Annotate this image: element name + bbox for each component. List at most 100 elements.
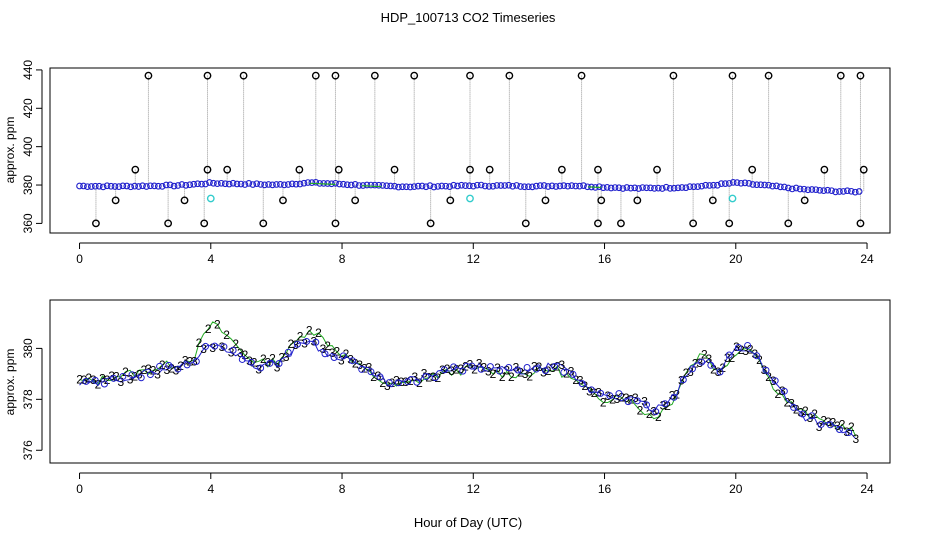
x-axis-label: Hour of Day (UTC): [414, 515, 522, 530]
series-3-point: [514, 366, 522, 374]
mean-point: [406, 183, 414, 191]
mean-point: [225, 180, 233, 188]
mean-point: [808, 186, 816, 193]
series-3-marker: 3: [127, 373, 134, 387]
series-2-marker: 2: [85, 371, 92, 385]
top-x-tick-label: 24: [860, 252, 874, 266]
series-2-marker: 2: [168, 361, 175, 375]
series-2-marker: 2: [260, 352, 267, 366]
mean-point: [87, 183, 95, 190]
mean-point: [80, 182, 87, 190]
mean-point: [765, 181, 772, 189]
series-3-point: [569, 370, 577, 378]
mean-point: [532, 182, 540, 190]
mean-point: [737, 179, 745, 187]
series-3-point: [587, 386, 595, 394]
series-2-marker: 2: [618, 391, 625, 405]
green-trace: [588, 186, 602, 189]
series-3-marker: 3: [366, 361, 373, 375]
series-3-point: [624, 398, 632, 406]
outlier-point: [164, 219, 173, 228]
mean-point: [190, 180, 198, 188]
outlier-point: [594, 165, 602, 174]
outlier-point: [351, 196, 360, 205]
mean-point: [796, 185, 804, 193]
bottom-y-axis-label: approx. ppm: [3, 349, 17, 416]
series-3-point: [551, 363, 559, 371]
series-3-point: [780, 387, 788, 395]
series-3-point: [845, 429, 853, 437]
mean-point: [339, 180, 347, 188]
series-3-point: [257, 364, 265, 372]
series-3-point: [734, 344, 742, 352]
series-2-marker: 2: [453, 363, 460, 377]
mean-point: [147, 182, 154, 190]
series-3-marker: 3: [173, 363, 180, 377]
mean-point: [714, 181, 721, 189]
outlier-point: [370, 71, 379, 80]
series-2-marker: 2: [196, 336, 203, 350]
series-3-point: [459, 367, 467, 375]
mean-point: [446, 183, 454, 191]
series-3-point: [496, 367, 504, 375]
mean-point: [245, 180, 253, 187]
mean-point: [509, 182, 517, 190]
mean-point: [107, 182, 115, 190]
mean-point: [438, 182, 446, 190]
series-3-point: [385, 379, 393, 387]
mean-point: [426, 182, 434, 189]
mean-point: [489, 182, 497, 190]
outlier-point: [784, 219, 793, 228]
series-3-marker: 3: [375, 369, 382, 383]
series-3-point: [716, 368, 724, 376]
outlier-point: [708, 196, 717, 205]
mean-point: [847, 187, 855, 195]
series-3-point: [349, 357, 357, 365]
series-3-point: [330, 354, 338, 362]
series-3-marker: 3: [623, 391, 630, 405]
mean-point: [383, 182, 391, 190]
mean-point: [615, 184, 623, 192]
cal-point: [206, 194, 215, 203]
series-3-point: [597, 389, 605, 397]
outlier-point: [557, 165, 566, 174]
series-3-marker: 3: [329, 346, 336, 360]
mean-point: [119, 182, 127, 190]
series-3-marker: 3: [118, 375, 125, 389]
mean-point: [375, 181, 383, 189]
mean-point: [99, 183, 107, 191]
series-2-marker: 2: [508, 370, 515, 384]
series-3-point: [835, 426, 843, 434]
mean-point: [371, 181, 379, 189]
mean-point: [654, 184, 662, 192]
mean-point: [418, 182, 426, 190]
mean-point: [536, 182, 544, 189]
outlier-point: [633, 196, 642, 205]
series-3-point: [247, 358, 255, 366]
series-3-point: [339, 352, 347, 360]
mean-point: [694, 183, 702, 190]
outlier-point: [410, 71, 419, 80]
series-2-marker: 2: [719, 361, 726, 375]
bottom-y-tick-label: 380: [21, 338, 35, 358]
mean-point: [517, 183, 524, 190]
series-3-marker: 3: [163, 363, 170, 377]
mean-point: [473, 181, 481, 189]
series-3-point: [477, 365, 485, 373]
series-2-marker: 2: [297, 330, 304, 344]
series-3-marker: 3: [283, 350, 290, 364]
series-3-marker: 3: [467, 357, 474, 371]
outlier-point: [111, 196, 120, 205]
mean-point: [647, 184, 654, 192]
series-3-point: [744, 341, 752, 349]
mean-point: [804, 186, 812, 194]
mean-point: [690, 183, 698, 191]
outlier-point: [131, 165, 140, 174]
series-3-point: [394, 379, 402, 387]
mean-point: [166, 181, 174, 189]
series-3-point: [808, 412, 816, 420]
outlier-point: [594, 219, 602, 228]
series-3-point: [532, 365, 540, 373]
top-x-tick-label: 12: [467, 252, 481, 266]
series-3-point: [128, 371, 136, 379]
